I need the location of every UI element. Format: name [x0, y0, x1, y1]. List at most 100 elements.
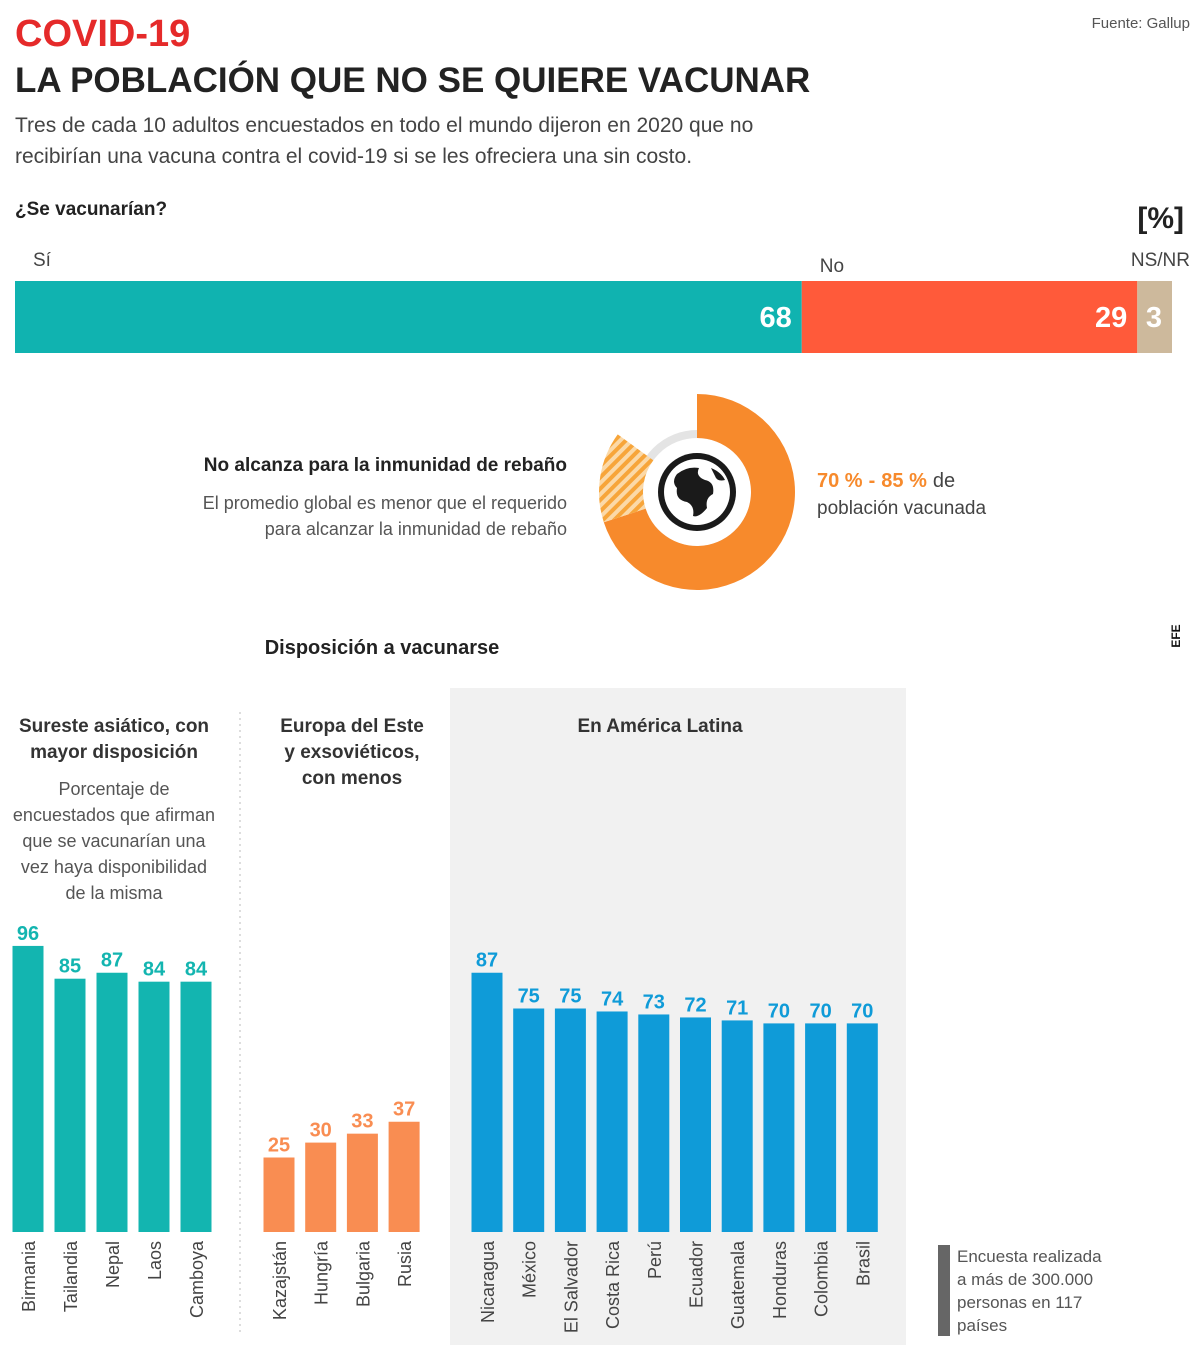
range-separator: - [869, 470, 876, 492]
donut-description: para alcanzar la inmunidad de rebaño [265, 519, 567, 539]
bar [680, 1017, 711, 1232]
group-title: mayor disposición [30, 742, 198, 763]
group-title: Europa del Este [280, 716, 424, 737]
value-label: 84 [143, 959, 166, 981]
subtitle: Tres de cada 10 adultos encuestados en t… [15, 114, 753, 137]
category-label: Perú [645, 1241, 665, 1279]
group-title: y exsoviéticos, [284, 742, 419, 763]
chart-title: ¿Se vacunarían? [15, 199, 167, 220]
value-label: 71 [726, 997, 748, 1019]
category-label: Camboya [187, 1240, 207, 1318]
range-label-line2: población vacunada [817, 498, 986, 519]
donut-arc [603, 394, 795, 590]
bar-segment [15, 281, 802, 353]
value-label: 73 [643, 991, 665, 1013]
subtitle: recibirían una vacuna contra el covid-19… [15, 145, 692, 168]
category-label: Nepal [103, 1241, 123, 1288]
value-label: 68 [759, 302, 791, 334]
value-label: 75 [518, 986, 540, 1008]
group-description: de la misma [65, 883, 163, 903]
credit: EFE [1169, 624, 1183, 647]
value-label: 3 [1146, 302, 1162, 334]
legend-label: Sí [33, 250, 52, 271]
value-label: 70 [851, 1000, 873, 1022]
category-label: Honduras [770, 1241, 790, 1319]
donut-description: El promedio global es menor que el reque… [203, 493, 567, 513]
donut-arc-range [598, 434, 654, 523]
bar [96, 972, 128, 1232]
group-title: con menos [302, 768, 402, 789]
category-label: Colombia [812, 1240, 832, 1317]
value-label: 85 [59, 956, 81, 978]
bar [263, 1157, 295, 1232]
group-description: vez haya disponibilidad [21, 857, 207, 877]
value-label: 70 [768, 1000, 790, 1022]
value-label: 25 [268, 1135, 290, 1157]
category-label: Birmania [19, 1240, 39, 1312]
value-label: 30 [310, 1120, 332, 1142]
footnote: países [957, 1316, 1007, 1335]
bar [346, 1133, 378, 1232]
bar [805, 1023, 837, 1232]
bar-segment [801, 281, 1138, 353]
group-description: que se vacunarían una [22, 831, 206, 851]
range-low: 70 % [817, 470, 863, 492]
footnote: Encuesta realizada [957, 1247, 1102, 1266]
category-label: El Salvador [561, 1241, 581, 1333]
category-label: Hungría [312, 1240, 332, 1305]
bar [180, 981, 212, 1232]
category-label: Laos [145, 1241, 165, 1280]
unit-label: [%] [1137, 202, 1184, 235]
value-label: 37 [393, 1099, 415, 1121]
kicker: COVID-19 [15, 13, 190, 55]
donut-title: No alcanza para la inmunidad de rebaño [204, 455, 567, 476]
bar [721, 1020, 753, 1232]
bar [763, 1023, 795, 1232]
range-tail: de [933, 470, 955, 492]
value-label: 96 [17, 923, 39, 945]
value-label: 74 [601, 988, 624, 1010]
bar [12, 945, 44, 1232]
value-label: 72 [684, 994, 706, 1016]
category-label: Kazajstán [270, 1241, 290, 1320]
category-label: Ecuador [687, 1241, 707, 1308]
group-description: encuestados que afirman [13, 805, 215, 825]
category-label: Brasil [853, 1241, 873, 1286]
legend-label: NS/NR [1131, 250, 1190, 271]
bar [513, 1008, 545, 1232]
value-label: 75 [559, 986, 581, 1008]
section-title: Disposición a vacunarse [265, 637, 500, 659]
bar [305, 1142, 337, 1232]
bar [388, 1121, 420, 1232]
footnote: a más de 300.000 [957, 1270, 1093, 1289]
bar [54, 978, 86, 1232]
value-label: 87 [101, 950, 123, 972]
bar-segment [1137, 281, 1172, 353]
category-label: Tailandia [61, 1240, 81, 1312]
bar [471, 972, 503, 1232]
source: Fuente: Gallup [1092, 15, 1190, 32]
category-label: Bulgaria [353, 1240, 373, 1307]
category-label: Rusia [395, 1240, 415, 1287]
value-label: 33 [351, 1111, 373, 1133]
bar [638, 1014, 670, 1232]
group-title: En América Latina [577, 716, 743, 737]
category-label: Costa Rica [603, 1240, 623, 1329]
bar [596, 1011, 628, 1232]
title: LA POBLACIÓN QUE NO SE QUIERE VACUNAR [15, 60, 810, 100]
bar [846, 1023, 878, 1232]
value-label: 87 [476, 950, 498, 972]
legend-label: No [820, 256, 844, 277]
value-label: 29 [1095, 302, 1127, 334]
group-title: Sureste asiático, con [19, 716, 209, 737]
value-label: 84 [185, 959, 208, 981]
group-description: Porcentaje de [58, 779, 169, 799]
category-label: Nicaragua [478, 1240, 498, 1323]
footnote: personas en 117 [957, 1293, 1082, 1312]
globe-land [674, 467, 725, 517]
range-high: 85 % [881, 470, 927, 492]
footnote-bar [938, 1245, 950, 1336]
range-label: 70 % -85 % de [817, 470, 955, 492]
category-label: México [520, 1241, 540, 1298]
